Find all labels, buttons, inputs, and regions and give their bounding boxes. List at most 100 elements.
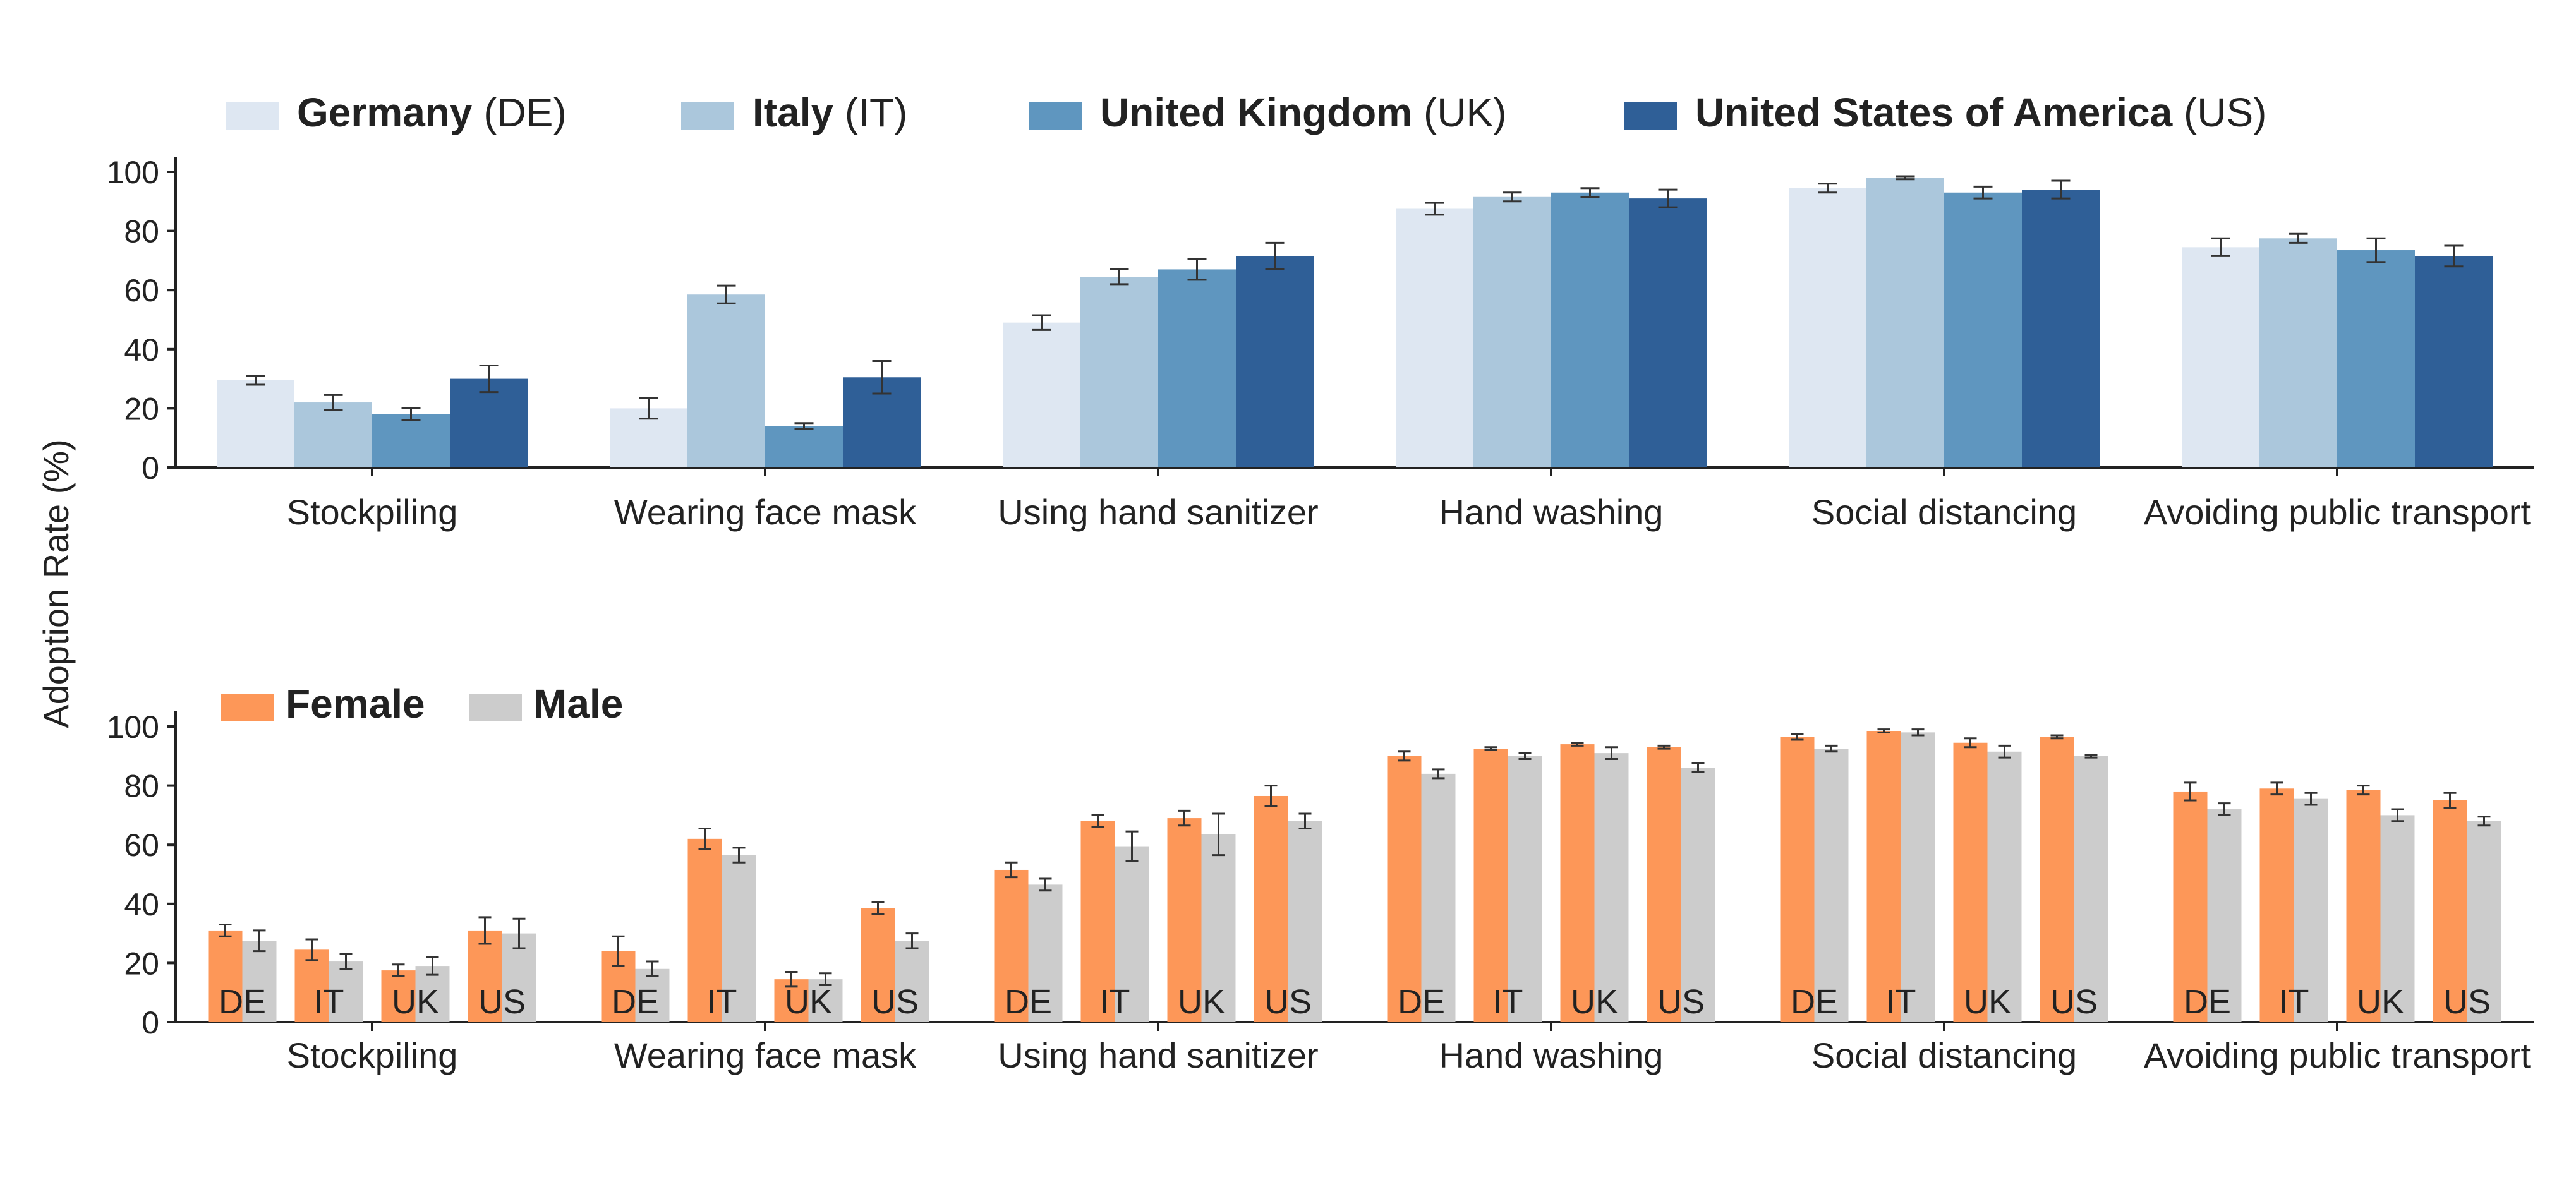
country-code-it-wearing-face-mask: IT — [707, 983, 737, 1021]
errorbar-male-uk-hand-washing — [1605, 746, 1618, 760]
errorbar-female-de-social-distancing — [1791, 733, 1804, 741]
errorbar-us-hand-washing — [1658, 188, 1678, 208]
bar-male-uk-avoiding-public-transport — [2380, 815, 2415, 1022]
country-code-us-avoiding-public-transport: US — [2443, 983, 2491, 1021]
errorbar-uk-hand-washing — [1580, 187, 1600, 198]
bar-uk-avoiding-public-transport — [2337, 250, 2415, 467]
bar-female-de-avoiding-public-transport — [2173, 791, 2208, 1022]
errorbar-male-us-using-hand-sanitizer — [1298, 812, 1312, 829]
country-code-us-using-hand-sanitizer: US — [1264, 983, 1312, 1021]
bar-male-uk-social-distancing — [1987, 751, 2022, 1022]
bottom-ytick-label-0: 0 — [142, 1005, 159, 1040]
bar-de-social-distancing — [1789, 188, 1866, 467]
bar-female-de-social-distancing — [1780, 737, 1815, 1022]
top-panel-country: 0 20 40 60 80 100 Stockpiling Wearing face mask… — [107, 90, 2534, 532]
country-code-uk-hand-washing: UK — [1571, 983, 1618, 1021]
errorbar-female-uk-wearing-face-mask — [785, 970, 798, 988]
bar-female-uk-hand-washing — [1560, 744, 1595, 1022]
bar-male-de-using-hand-sanitizer — [1028, 884, 1063, 1022]
bottom-ytick-label-80: 80 — [124, 769, 159, 804]
bar-male-us-social-distancing — [2074, 756, 2108, 1022]
legend-swatch-it — [681, 102, 734, 130]
errorbar-de-avoiding-public-transport — [2211, 237, 2230, 257]
top-category-label-avoiding-public-transport: Avoiding public transport — [2144, 492, 2531, 532]
errorbar-male-de-hand-washing — [1432, 768, 1445, 780]
errorbar-uk-stockpiling — [401, 407, 421, 421]
errorbar-female-it-wearing-face-mask — [698, 827, 711, 850]
bar-it-using-hand-sanitizer — [1080, 277, 1158, 467]
bar-male-uk-hand-washing — [1594, 753, 1629, 1022]
errorbar-female-us-stockpiling — [478, 916, 492, 945]
errorbar-male-it-avoiding-public-transport — [2304, 792, 2318, 806]
country-code-us-social-distancing: US — [2050, 983, 2098, 1021]
errorbar-uk-wearing-face-mask — [794, 422, 814, 430]
errorbar-it-stockpiling — [324, 394, 343, 411]
top-ytick-label-60: 60 — [124, 273, 159, 308]
bar-male-uk-wearing-face-mask — [808, 979, 843, 1022]
bar-it-avoiding-public-transport — [2259, 238, 2337, 467]
top-category-label-social-distancing: Social distancing — [1811, 492, 2077, 532]
errorbar-male-it-hand-washing — [1518, 752, 1532, 760]
bar-male-de-hand-washing — [1421, 773, 1456, 1022]
bar-female-us-avoiding-public-transport — [2433, 800, 2467, 1022]
country-code-it-avoiding-public-transport: IT — [2279, 983, 2309, 1021]
country-code-it-hand-washing: IT — [1493, 983, 1523, 1021]
country-code-uk-avoiding-public-transport: UK — [2357, 983, 2404, 1021]
country-code-it-stockpiling: IT — [314, 983, 344, 1021]
bar-female-it-using-hand-sanitizer — [1080, 821, 1115, 1022]
country-code-uk-using-hand-sanitizer: UK — [1178, 983, 1225, 1021]
bar-uk-wearing-face-mask — [765, 426, 843, 467]
errorbar-male-it-wearing-face-mask — [732, 847, 746, 864]
errorbar-it-hand-washing — [1503, 191, 1522, 203]
bar-female-it-stockpiling — [294, 949, 329, 1022]
errorbar-male-de-avoiding-public-transport — [2218, 802, 2231, 816]
bar-male-uk-using-hand-sanitizer — [1201, 834, 1236, 1022]
errorbar-female-it-hand-washing — [1484, 746, 1497, 751]
errorbar-us-stockpiling — [479, 365, 499, 394]
bar-us-social-distancing — [2022, 190, 2100, 467]
errorbar-female-de-using-hand-sanitizer — [1005, 861, 1018, 879]
errorbar-female-it-avoiding-public-transport — [2270, 781, 2283, 796]
top-ytick-label-100: 100 — [107, 155, 159, 190]
errorbar-uk-using-hand-sanitizer — [1187, 258, 1207, 281]
errorbar-male-de-wearing-face-mask — [646, 960, 659, 977]
bottom-category-label-using-hand-sanitizer: Using hand sanitizer — [998, 1035, 1318, 1075]
errorbar-female-us-hand-washing — [1657, 744, 1671, 750]
bar-male-it-stockpiling — [329, 961, 363, 1022]
bar-female-it-hand-washing — [1473, 749, 1508, 1022]
errorbar-male-uk-wearing-face-mask — [819, 972, 832, 986]
errorbar-us-wearing-face-mask — [872, 360, 892, 395]
bar-female-uk-social-distancing — [1953, 742, 1988, 1022]
errorbar-male-us-stockpiling — [512, 917, 526, 949]
bar-female-uk-avoiding-public-transport — [2346, 790, 2381, 1022]
country-code-de-hand-washing: DE — [1398, 983, 1445, 1021]
y-axis-label: Adoption Rate (%) — [36, 439, 76, 728]
top-ytick-label-20: 20 — [124, 391, 159, 426]
bar-uk-stockpiling — [372, 414, 450, 467]
bar-male-de-stockpiling — [242, 941, 277, 1022]
bar-male-it-wearing-face-mask — [722, 855, 756, 1022]
bar-female-us-social-distancing — [2040, 737, 2074, 1022]
errorbar-male-it-social-distancing — [1911, 728, 1925, 737]
top-category-label-wearing-face-mask: Wearing face mask — [614, 492, 917, 532]
legend-label-female: Female — [286, 681, 425, 726]
errorbar-male-uk-social-distancing — [1998, 744, 2011, 759]
errorbar-uk-avoiding-public-transport — [2366, 237, 2386, 263]
legend-label-us: United States of America (US) — [1695, 90, 2266, 135]
errorbar-female-de-stockpiling — [219, 924, 232, 937]
errorbar-it-wearing-face-mask — [717, 284, 736, 304]
errorbar-female-it-social-distancing — [1877, 728, 1890, 733]
bar-de-stockpiling — [217, 380, 294, 467]
top-ytick-label-80: 80 — [124, 214, 159, 250]
bar-female-uk-using-hand-sanitizer — [1167, 818, 1202, 1022]
errorbar-female-us-social-distancing — [2050, 734, 2064, 740]
bar-de-avoiding-public-transport — [2182, 247, 2259, 467]
country-code-de-stockpiling: DE — [219, 983, 266, 1021]
errorbar-female-it-using-hand-sanitizer — [1091, 814, 1104, 828]
errorbar-female-uk-using-hand-sanitizer — [1178, 809, 1191, 827]
bar-de-hand-washing — [1396, 208, 1473, 467]
errorbar-female-de-avoiding-public-transport — [2184, 781, 2197, 802]
top-category-label-using-hand-sanitizer: Using hand sanitizer — [998, 492, 1318, 532]
bar-male-it-using-hand-sanitizer — [1115, 846, 1149, 1022]
errorbar-female-us-using-hand-sanitizer — [1264, 785, 1278, 807]
